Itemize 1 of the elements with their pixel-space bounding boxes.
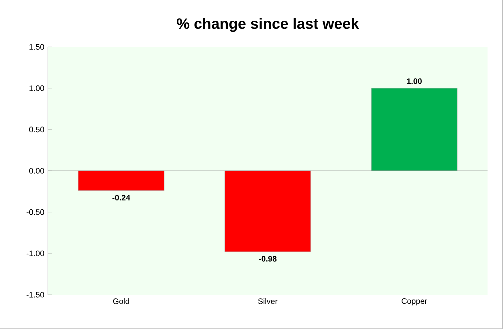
chart-title: % change since last week [177,18,360,32]
